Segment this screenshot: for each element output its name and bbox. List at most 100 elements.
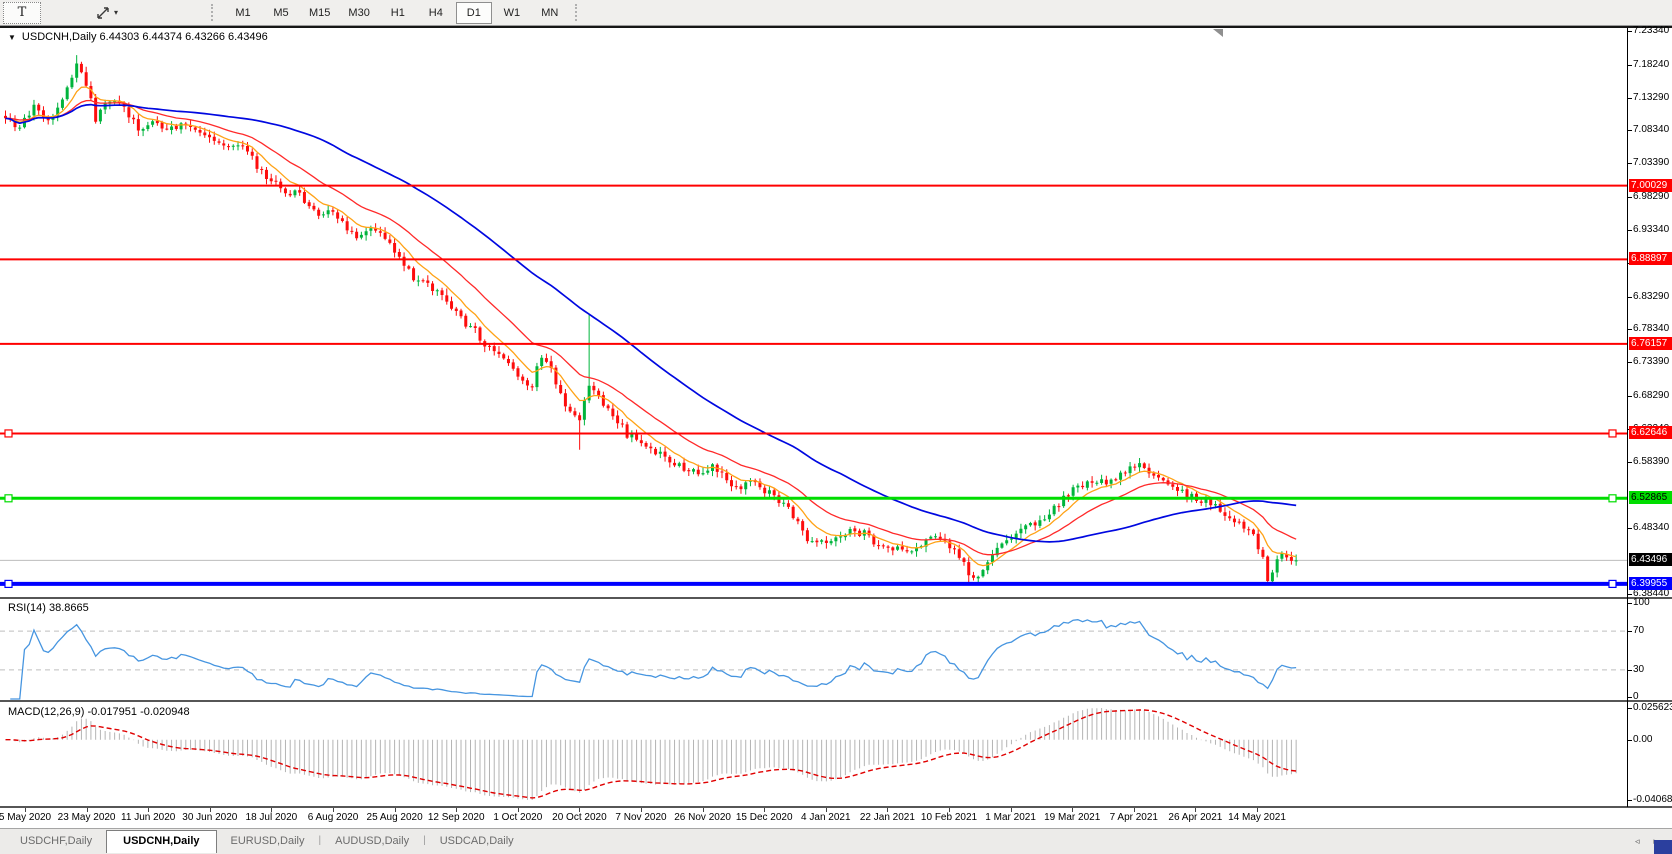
date-tick-mark — [641, 808, 642, 812]
date-axis-label: 5 May 2020 — [0, 812, 52, 823]
tab-audusd[interactable]: AUDUSD,Daily — [335, 835, 410, 847]
price-tick-mark — [1627, 229, 1632, 231]
price-tick-label: 7.08340 — [1633, 124, 1670, 136]
date-tick-mark — [25, 808, 26, 812]
macd-tick-mark — [1627, 800, 1632, 801]
timeframe-button-m1[interactable]: M1 — [235, 6, 251, 19]
date-axis-label: 23 May 2020 — [57, 812, 116, 823]
date-tick-mark — [1257, 808, 1258, 812]
macd-tick-label: -0.040687 — [1633, 794, 1672, 805]
timeframe-button-w1[interactable]: W1 — [503, 6, 521, 19]
tab-usdcnh[interactable]: USDCNH,Daily — [106, 830, 217, 853]
timeframe-button-m5[interactable]: M5 — [273, 6, 289, 19]
toolbar-grip[interactable] — [211, 4, 216, 21]
price-tick-label: 6.83290 — [1633, 290, 1670, 302]
price-line-label[interactable]: 6.52865 — [1629, 491, 1672, 505]
chart-window-top-border — [0, 26, 1672, 28]
rsi-panel-separator[interactable] — [0, 597, 1672, 599]
date-axis-label: 18 Jul 2020 — [245, 812, 298, 823]
rsi-tick-label: 100 — [1633, 597, 1650, 608]
date-axis-label: 1 Mar 2021 — [985, 812, 1036, 823]
tab-separator: | — [423, 835, 426, 846]
price-tick-label: 6.68290 — [1633, 390, 1670, 402]
price-tick-label: 6.48340 — [1633, 522, 1670, 534]
price-tick-mark — [1627, 362, 1632, 364]
date-tick-mark — [271, 808, 273, 812]
tab-eurusd[interactable]: EURUSD,Daily — [230, 835, 305, 847]
timeframe-button-mn[interactable]: MN — [541, 6, 559, 19]
line-drag-handle — [4, 494, 13, 503]
macd-label: MACD(12,26,9) -0.017951 -0.020948 — [8, 706, 190, 718]
price-tick-mark — [1627, 31, 1632, 32]
date-tick-mark — [1072, 808, 1074, 812]
date-tick-mark — [949, 808, 950, 812]
price-tick-mark — [1627, 329, 1632, 331]
macd-tick-mark — [1627, 739, 1632, 741]
date-tick-mark — [1010, 808, 1012, 812]
price-line-label[interactable]: 6.62646 — [1629, 426, 1672, 440]
line-drag-handle — [1608, 429, 1617, 438]
date-tick-mark — [86, 808, 88, 812]
fast-moving-average — [5, 86, 1297, 567]
price-tick-label: 6.98290 — [1633, 191, 1670, 203]
timeframe-button-h4[interactable]: H4 — [428, 6, 443, 19]
collapse-triangle-icon[interactable]: ▼ — [8, 32, 16, 42]
date-axis-label: 6 Aug 2020 — [307, 812, 359, 823]
tab-scroll-left-icon[interactable]: ◃ — [1634, 836, 1640, 846]
price-line-label[interactable]: 6.39955 — [1629, 576, 1672, 590]
price-tick-label: 6.38440 — [1633, 587, 1670, 599]
price-tick-mark — [1627, 64, 1632, 66]
chart-title-text: USDCNH,Daily 6.44303 6.44374 6.43266 6.4… — [21, 31, 268, 43]
timeframe-button-m15[interactable]: M15 — [309, 6, 331, 19]
rsi-tick-mark — [1627, 631, 1632, 633]
date-tick-mark — [887, 808, 889, 812]
macd-panel-separator[interactable] — [0, 700, 1672, 702]
chart-shift-marker — [1213, 29, 1223, 37]
toolbar-grip-2[interactable] — [574, 4, 580, 21]
price-line-label[interactable]: 6.88897 — [1629, 252, 1672, 266]
date-axis-label: 12 Sep 2020 — [427, 812, 485, 823]
date-tick-mark — [517, 808, 519, 812]
rsi-tick-mark — [1627, 669, 1632, 671]
bull-candle-wicks — [19, 55, 1297, 585]
date-tick-mark — [148, 808, 150, 812]
timeframe-button-m30[interactable]: M30 — [348, 6, 370, 19]
crosshair-tool-button[interactable]: ▾ — [88, 2, 126, 24]
date-axis-label: 1 Oct 2020 — [493, 812, 543, 823]
timeframe-button-d1[interactable]: D1 — [455, 1, 492, 24]
price-tick-label: 6.78340 — [1633, 323, 1670, 335]
date-axis-label: 20 Oct 2020 — [552, 812, 607, 823]
tab-separator: | — [318, 835, 322, 846]
date-axis-label: 25 Aug 2020 — [366, 812, 423, 823]
rsi-line — [10, 619, 1297, 700]
price-tick-label: 7.13290 — [1633, 91, 1670, 103]
tab-usdcad[interactable]: USDCAD,Daily — [439, 835, 514, 847]
price-tick-mark — [1627, 296, 1632, 298]
chevron-down-icon: ▾ — [114, 8, 119, 17]
rsi-indicator-chart[interactable] — [0, 600, 1672, 700]
medium-moving-average — [5, 99, 1297, 556]
date-axis-label: 15 Dec 2020 — [735, 812, 793, 823]
timeframe-group: M1 M5 M15 M30 H1 H4 D1 W1 MN — [224, 1, 569, 24]
date-axis-label: 30 Jun 2020 — [182, 812, 238, 823]
price-line-label[interactable]: 6.76157 — [1629, 336, 1672, 350]
date-tick-mark — [702, 808, 704, 812]
main-price-chart[interactable] — [0, 28, 1672, 597]
line-drag-handle — [4, 579, 13, 589]
date-axis-label: 7 Apr 2021 — [1109, 812, 1158, 823]
macd-signal-line — [5, 709, 1297, 799]
text-tool-button[interactable]: T — [3, 1, 41, 24]
rsi-tick-label: 30 — [1633, 663, 1645, 675]
date-axis-label: 4 Jan 2021 — [801, 812, 851, 823]
price-line-label[interactable]: 7.00029 — [1629, 178, 1672, 192]
price-tick-mark — [1627, 396, 1632, 398]
macd-tick-label: 0.025623 — [1633, 702, 1672, 713]
tab-usdchf[interactable]: USDCHF,Daily — [20, 835, 93, 847]
rsi-tick-label: 70 — [1633, 625, 1645, 637]
date-tick-mark — [394, 808, 396, 812]
rsi-tick-label: 0 — [1633, 691, 1639, 702]
date-axis-separator — [0, 806, 1672, 808]
macd-indicator-chart[interactable] — [0, 703, 1672, 804]
timeframe-button-h1[interactable]: H1 — [390, 6, 405, 19]
